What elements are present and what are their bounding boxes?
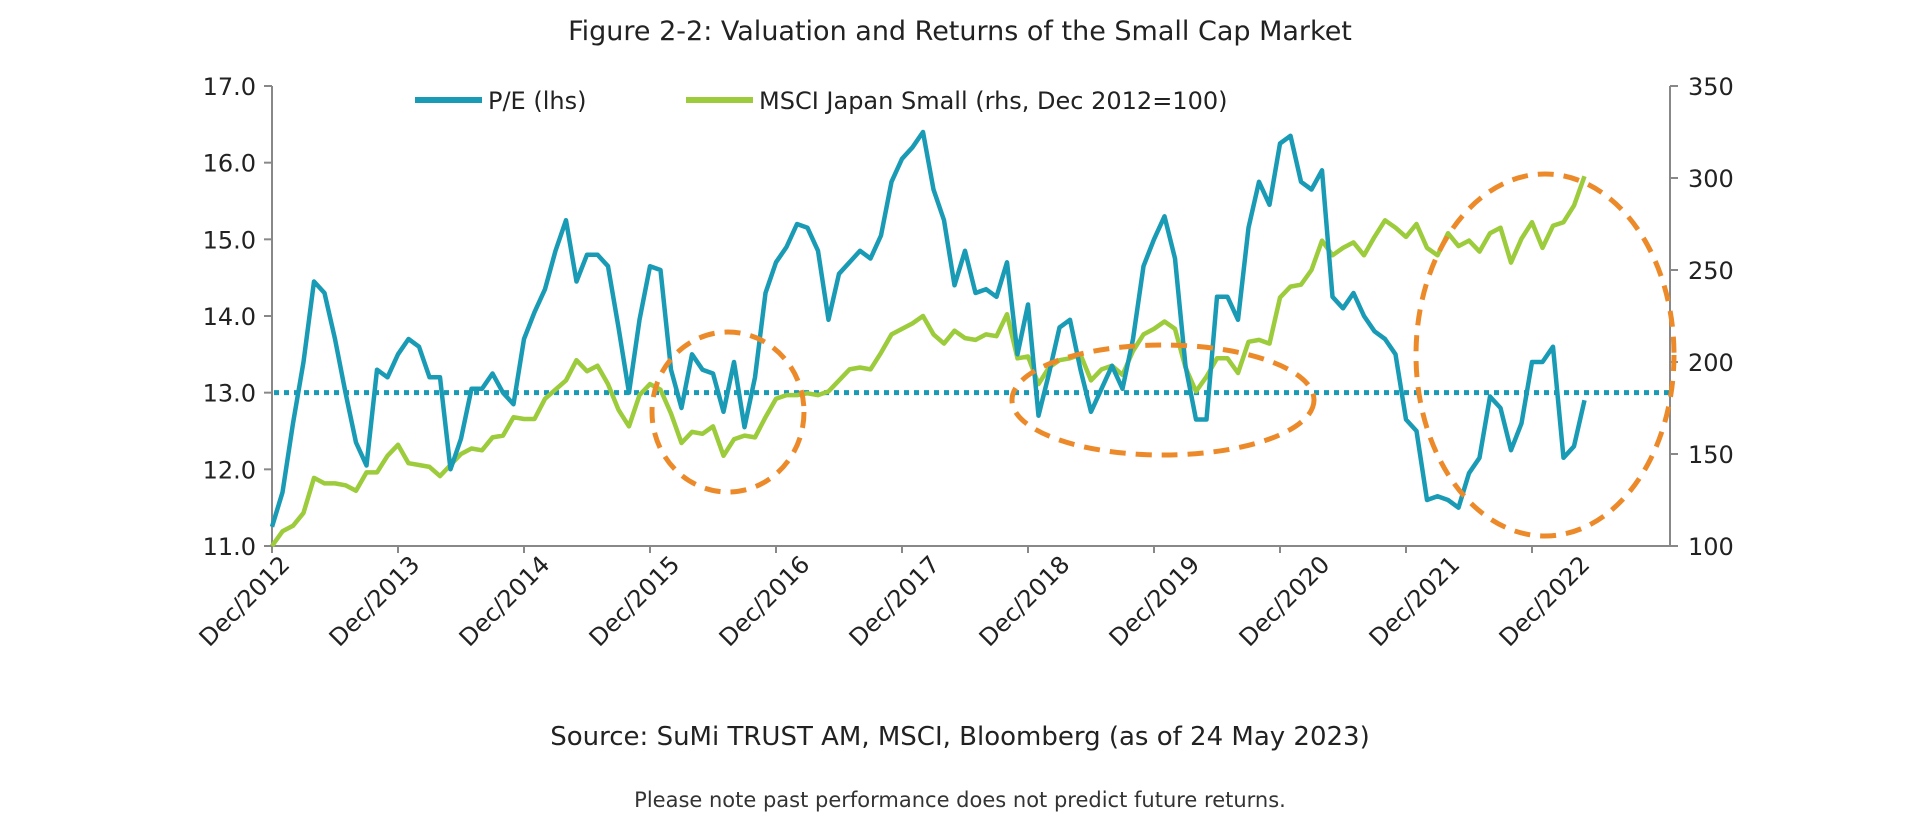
x-tick-label: Dec/2019 (1104, 550, 1206, 652)
annotation-ellipse-3 (1413, 171, 1677, 539)
right-tick-label: 250 (1688, 257, 1734, 285)
right-tick-label: 300 (1688, 165, 1734, 193)
right-tick-label: 350 (1688, 73, 1734, 101)
x-tick-label: Dec/2017 (844, 550, 946, 652)
left-tick-label: 11.0 (203, 533, 256, 561)
left-tick-label: 13.0 (203, 380, 256, 408)
right-tick-label: 100 (1688, 533, 1734, 561)
source-note: Source: SuMi TRUST AM, MSCI, Bloomberg (… (550, 722, 1370, 752)
annotation-ellipse-1 (649, 329, 807, 495)
chart-title: Figure 2-2: Valuation and Returns of the… (568, 16, 1352, 47)
left-tick-label: 14.0 (203, 303, 256, 331)
x-tick-label: Dec/2022 (1494, 550, 1596, 652)
left-tick-label: 15.0 (203, 226, 256, 254)
left-tick-label: 16.0 (203, 150, 256, 178)
right-tick-label: 150 (1688, 441, 1734, 469)
left-tick-label: 17.0 (203, 73, 256, 101)
x-tick-label: Dec/2020 (1234, 550, 1336, 652)
x-tick-label: Dec/2012 (194, 550, 296, 652)
annotation-ellipse-2 (1009, 342, 1317, 458)
x-tick-label: Dec/2015 (584, 550, 686, 652)
x-tick-label: Dec/2013 (324, 550, 426, 652)
legend-pe-label: P/E (lhs) (488, 87, 586, 115)
legend-msci-label: MSCI Japan Small (rhs, Dec 2012=100) (759, 87, 1227, 115)
x-tick-label: Dec/2018 (974, 550, 1076, 652)
x-tick-label: Dec/2014 (454, 550, 556, 652)
x-tick-label: Dec/2016 (714, 550, 816, 652)
disclaimer: Please note past performance does not pr… (634, 788, 1286, 812)
right-tick-label: 200 (1688, 349, 1734, 377)
left-tick-label: 12.0 (203, 456, 256, 484)
msci-series-line (270, 175, 1587, 548)
pe-series-line (269, 129, 1587, 528)
x-tick-label: Dec/2021 (1364, 550, 1466, 652)
